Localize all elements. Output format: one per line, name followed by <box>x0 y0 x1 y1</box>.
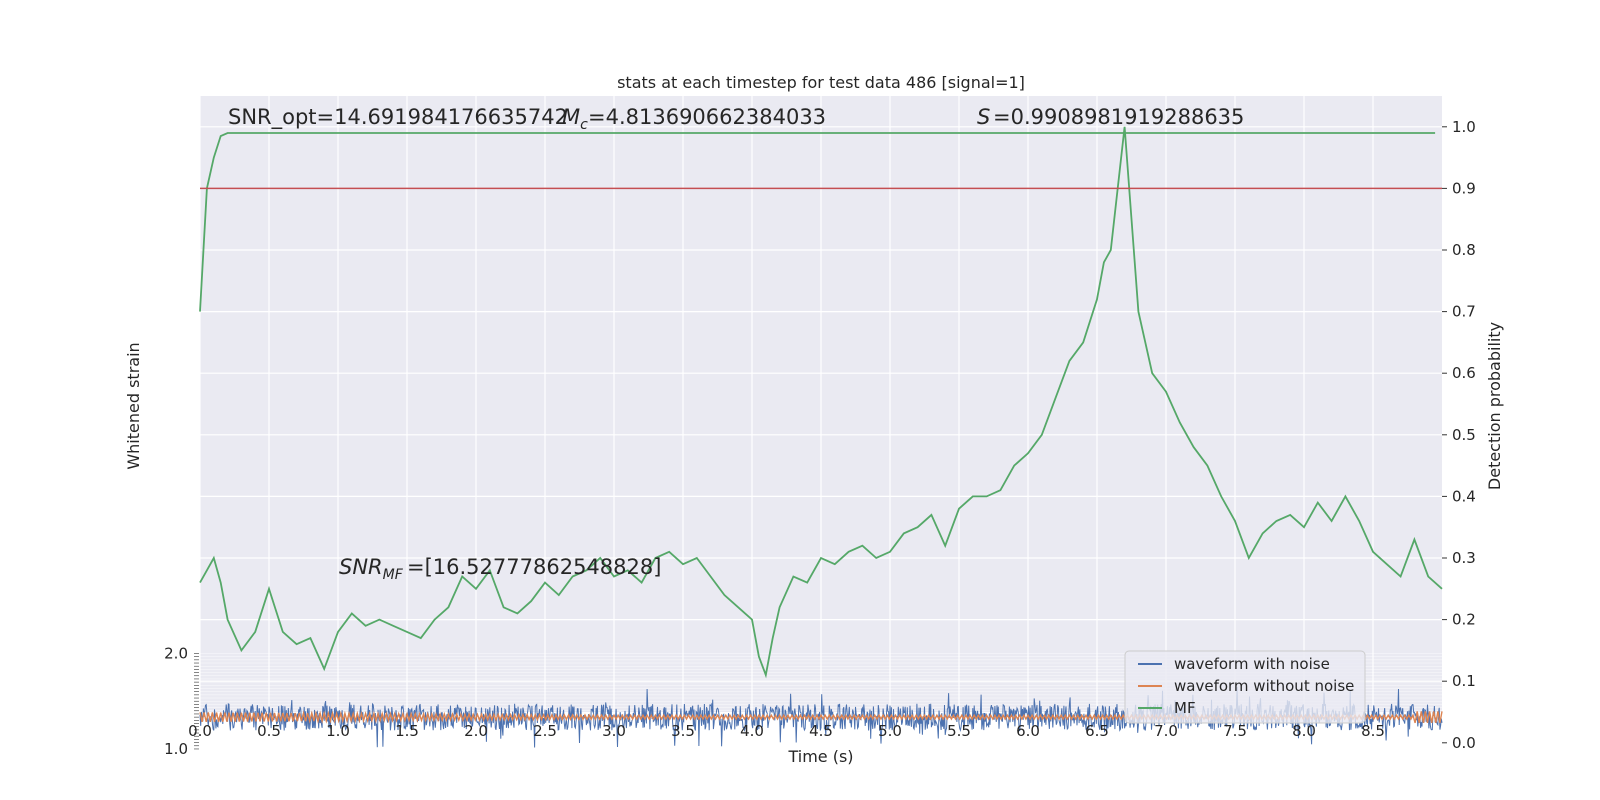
s-value: =0.9908981919288635 <box>993 105 1244 129</box>
s-symbol: S <box>977 105 990 129</box>
legend-label-noise: waveform with noise <box>1174 655 1330 673</box>
x-tick-label: 2.0 <box>464 722 488 740</box>
y-right-tick-label: 0.7 <box>1452 303 1476 321</box>
legend-label-clean: waveform without noise <box>1174 677 1354 695</box>
chart-title: stats at each timestep for test data 486… <box>617 73 1025 92</box>
x-tick-label: 4.0 <box>740 722 764 740</box>
x-tick-label: 5.0 <box>878 722 902 740</box>
x-tick-label: 8.0 <box>1292 722 1316 740</box>
x-tick-label: 1.0 <box>326 722 350 740</box>
x-tick-label: 4.5 <box>809 722 833 740</box>
s-annotation: S =0.9908981919288635 <box>977 105 1244 129</box>
snr-mf-value: =[16.52777862548828] <box>407 555 661 579</box>
x-tick-labels: 0.0 0.5 1.0 1.5 2.0 2.5 3.0 3.5 4.0 4.5 5.0 5.5 6.0 6… <box>188 722 1385 740</box>
x-tick-label: 1.5 <box>395 722 419 740</box>
x-tick-label: 6.5 <box>1085 722 1109 740</box>
x-tick-label: 7.5 <box>1223 722 1247 740</box>
y-right-tick-label: 0.1 <box>1452 672 1476 690</box>
x-tick-label: 3.0 <box>602 722 626 740</box>
y-right-tick-label: 0.8 <box>1452 241 1476 259</box>
y-right-tick-label: 0.9 <box>1452 179 1476 197</box>
mf-series <box>199 126 1443 679</box>
x-tick-label: 8.5 <box>1361 722 1385 740</box>
y-left-tick-label: 2.0 <box>164 644 188 662</box>
y-left-tick-label: 1.0 <box>164 740 188 758</box>
x-tick-label: 6.0 <box>1016 722 1040 740</box>
mf-statistic-line <box>199 126 1443 679</box>
x-tick-label: 2.5 <box>533 722 557 740</box>
y-right-tick-label: 0.5 <box>1452 426 1476 444</box>
mf-probability-line <box>199 132 1436 312</box>
y-right-tick-label: 0.2 <box>1452 611 1476 629</box>
legend: waveform with noise waveform without noi… <box>1124 650 1366 724</box>
x-tick-label: 5.5 <box>947 722 971 740</box>
snr-opt-annotation: SNR_opt=14.691984176635742 <box>228 105 568 130</box>
legend-box <box>1124 650 1366 724</box>
y-right-tick-label: 0.4 <box>1452 487 1476 505</box>
x-tick-label: 7.0 <box>1154 722 1178 740</box>
x-tick-label: 0.5 <box>257 722 281 740</box>
y-right-tick-label: 1.0 <box>1452 118 1476 136</box>
y-right-tick-label: 0.0 <box>1452 734 1476 752</box>
y-left-axis-label: Whitened strain <box>124 342 143 469</box>
y-right-axis-label: Detection probability <box>1485 322 1504 490</box>
x-tick-label: 3.5 <box>671 722 695 740</box>
mc-value: =4.813690662384033 <box>588 105 826 129</box>
x-tick-label: 0.0 <box>188 722 212 740</box>
mc-annotation: Mc =4.813690662384033 <box>562 105 826 133</box>
snr-mf-annotation: SNRMF =[16.52777862548828] <box>339 555 661 583</box>
x-axis-label: Time (s) <box>787 747 853 766</box>
y-left-tick-labels: 2.0 1.0 <box>164 644 188 757</box>
y-right-tick-label: 0.6 <box>1452 364 1476 382</box>
y-right-tick-labels: 0.0 0.1 0.2 0.3 0.4 0.5 0.6 0.7 0.8 0.9 1.0 <box>1442 118 1476 752</box>
legend-label-mf: MF <box>1174 699 1196 717</box>
y-right-tick-label: 0.3 <box>1452 549 1476 567</box>
